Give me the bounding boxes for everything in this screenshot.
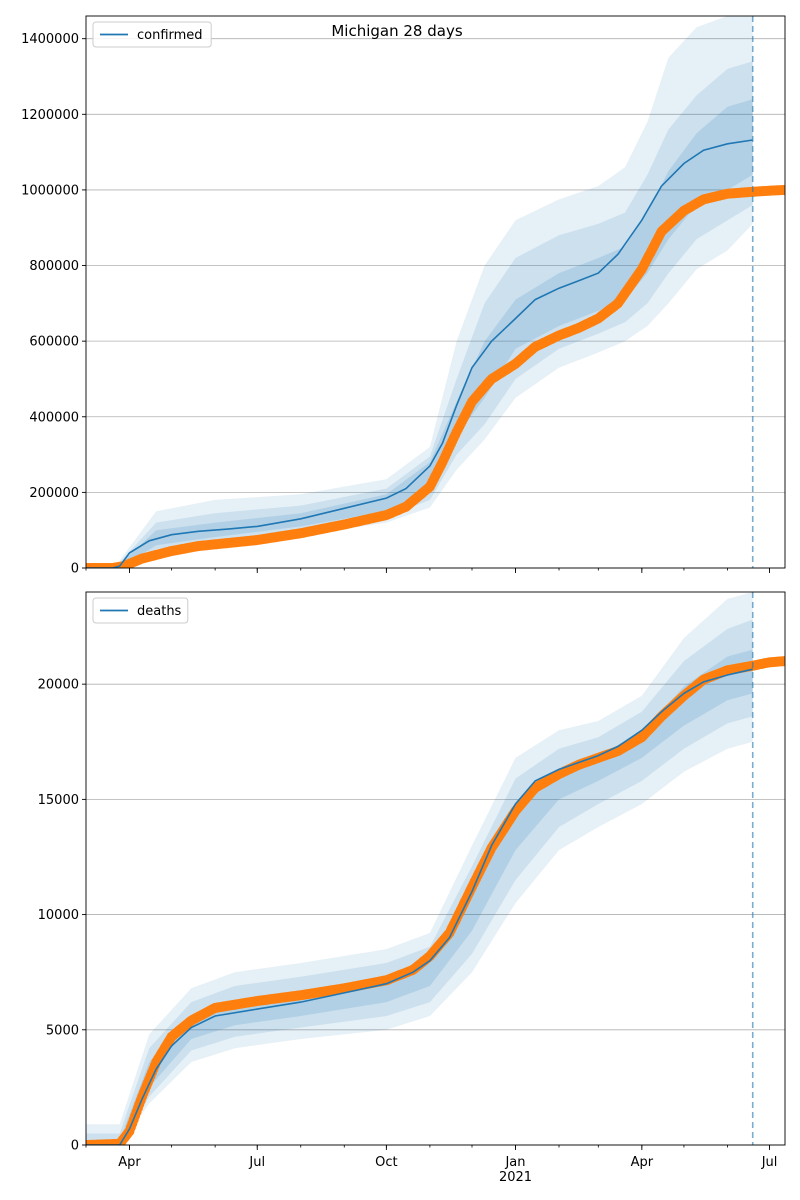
legend-label: deaths (137, 604, 182, 619)
axes-frame (85, 15, 786, 569)
plot-area (86, 16, 785, 568)
figure-title: Michigan 28 days (331, 22, 462, 40)
legend: deaths (92, 597, 189, 624)
y-tick-label: 200000 (29, 486, 79, 501)
x-tick-label: Apr (631, 1155, 654, 1170)
x-tick-label: Apr (118, 1155, 141, 1170)
x-tick-label: Jul (248, 1155, 265, 1170)
model-line-confirmed (86, 139, 753, 568)
y-tick-label: 600000 (29, 335, 79, 350)
y-tick-label: 1400000 (21, 32, 79, 47)
y-tick-label: 0 (71, 562, 79, 577)
y-tick-label: 1000000 (21, 183, 79, 198)
observed-series (86, 184, 785, 568)
y-tick-label: 15000 (38, 793, 79, 808)
y-tick-label: 10000 (38, 908, 79, 923)
model-line-deaths (86, 668, 753, 1145)
plot-area (86, 592, 785, 1145)
legend-label: confirmed (137, 28, 203, 43)
y-tick-label: 0 (71, 1139, 79, 1154)
x-tick-label: Oct (375, 1155, 397, 1170)
y-tick-label: 1200000 (21, 108, 79, 123)
x-tick-label: Jul (761, 1155, 778, 1170)
axes-frame (85, 591, 786, 1146)
confirmed-panel: 0 200000 400000 600000 800000 1000000 1200000 1… (21, 15, 786, 577)
uncertainty-band-2 (86, 619, 753, 1145)
y-tick-label: 5000 (46, 1023, 79, 1038)
y-tick-label: 20000 (38, 678, 79, 693)
observed-series (86, 656, 785, 1145)
x-tick-label: Jan (504, 1155, 525, 1170)
uncertainty-band-3 (86, 649, 753, 1145)
observed-point (780, 184, 785, 195)
x-tick-label: 2021 (499, 1170, 532, 1185)
legend-box (92, 21, 212, 48)
y-tick-label: 800000 (29, 259, 79, 274)
legend-box (92, 597, 189, 624)
observed-point (780, 656, 785, 667)
y-tick-label: 400000 (29, 410, 79, 425)
legend: confirmed (92, 21, 212, 48)
